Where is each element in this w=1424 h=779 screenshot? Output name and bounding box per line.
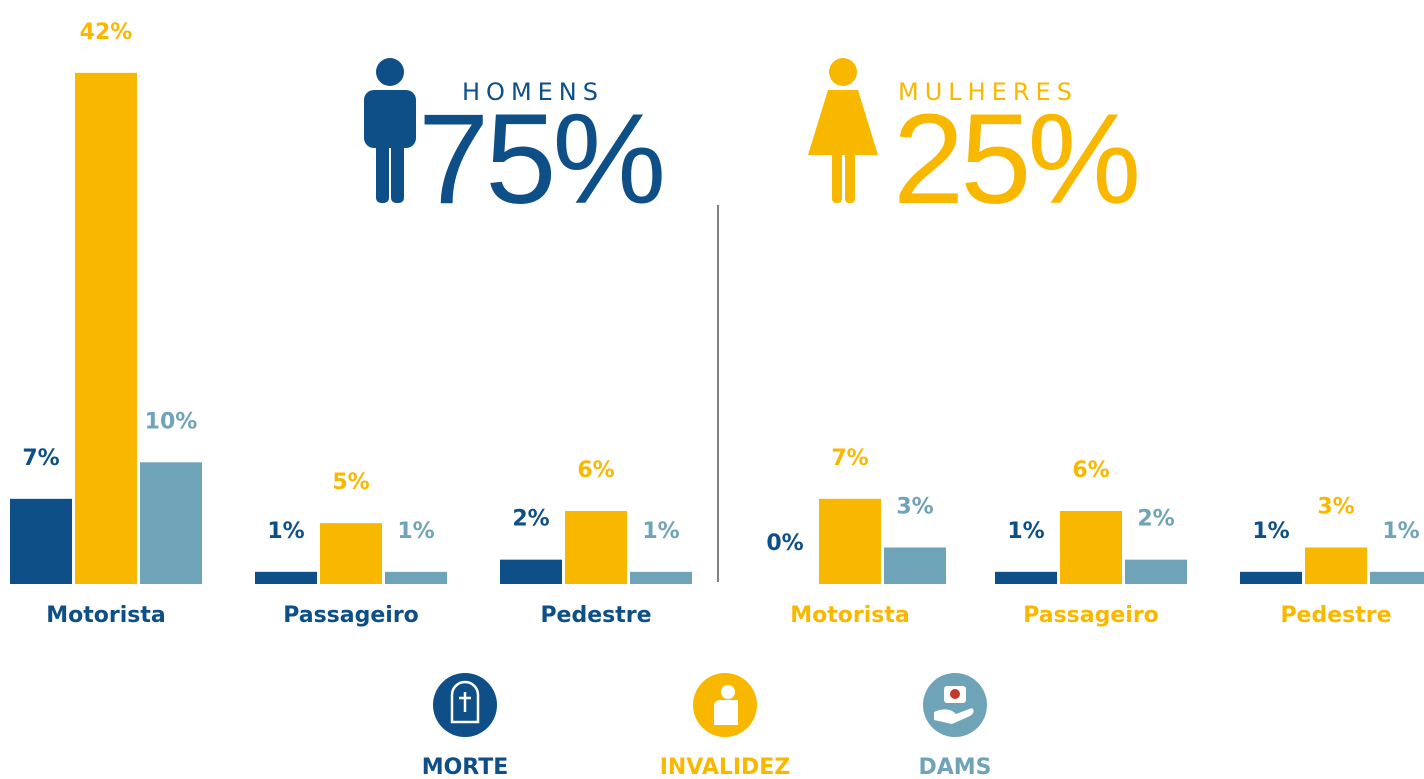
value-label: 10% <box>145 409 198 434</box>
value-label: 5% <box>332 470 369 495</box>
value-label: 1% <box>1252 519 1289 544</box>
chart-title: MULHERES <box>898 78 1078 106</box>
legend-label: DAMS <box>918 755 991 779</box>
legend-label: MORTE <box>422 755 509 779</box>
category-label: Motorista <box>46 603 166 628</box>
bar <box>819 498 881 584</box>
bar <box>884 547 946 584</box>
value-label: 7% <box>22 446 59 471</box>
bar <box>1125 559 1187 584</box>
bar <box>140 462 202 584</box>
bar <box>995 571 1057 584</box>
value-label: 1% <box>267 519 304 544</box>
category-label: Passageiro <box>1023 603 1159 628</box>
bar <box>630 571 692 584</box>
category-label: Passageiro <box>283 603 419 628</box>
legend-label: INVALIDEZ <box>660 755 791 779</box>
bar <box>1240 571 1302 584</box>
bar <box>1060 510 1122 584</box>
category-label: Pedestre <box>540 603 651 628</box>
value-label: 42% <box>80 20 133 45</box>
value-label: 0% <box>766 531 803 556</box>
value-label: 7% <box>831 446 868 471</box>
value-label: 1% <box>1382 519 1419 544</box>
bar <box>1305 547 1367 584</box>
value-label: 6% <box>577 458 614 483</box>
bar <box>75 72 137 585</box>
bar <box>10 498 72 584</box>
value-label: 1% <box>642 519 679 544</box>
bar <box>320 523 382 584</box>
value-label: 1% <box>1007 519 1044 544</box>
woman-icon <box>808 58 878 203</box>
chart-subtitle: 75% <box>418 88 662 231</box>
category-label: Pedestre <box>1280 603 1391 628</box>
bar <box>1370 571 1424 584</box>
chart-title: HOMENS <box>462 78 604 106</box>
man-icon <box>364 58 416 203</box>
value-label: 6% <box>1072 458 1109 483</box>
value-label: 3% <box>1317 494 1354 519</box>
value-label: 2% <box>1137 507 1174 532</box>
chart-subtitle: 25% <box>893 88 1137 231</box>
value-label: 3% <box>896 494 933 519</box>
value-label: 2% <box>512 507 549 532</box>
value-label: 1% <box>397 519 434 544</box>
bar <box>565 510 627 584</box>
bar <box>385 571 447 584</box>
bar <box>500 559 562 584</box>
legend-icons <box>433 673 987 737</box>
bar <box>255 571 317 584</box>
category-label: Motorista <box>790 603 910 628</box>
